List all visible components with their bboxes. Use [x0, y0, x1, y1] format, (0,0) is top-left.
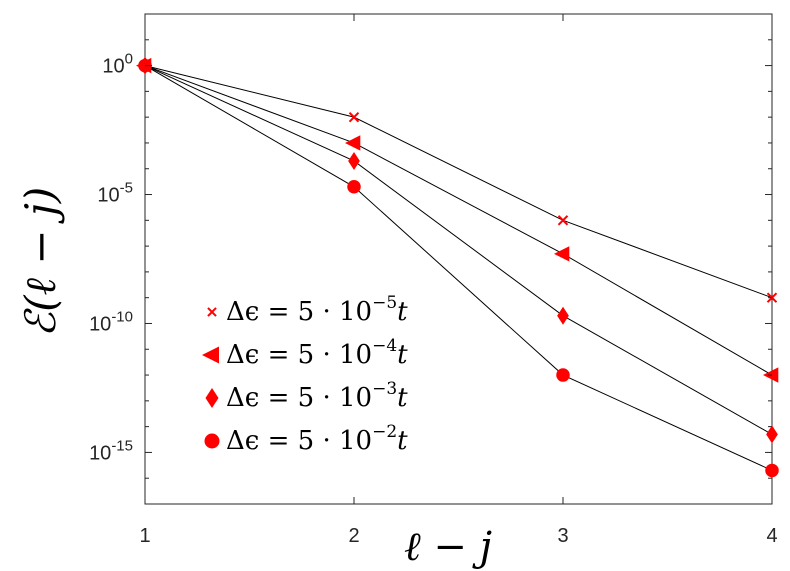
marker-diamond	[557, 306, 569, 325]
marker-diamond	[348, 151, 360, 170]
marker-diamond	[766, 425, 778, 444]
marker-x	[557, 215, 569, 226]
x-tick-label: 1	[139, 525, 150, 547]
series-line-4	[144, 65, 773, 471]
marker-circle	[556, 368, 570, 382]
marker-x-stroke	[348, 111, 360, 123]
series-lines	[144, 65, 773, 471]
series-line-3	[144, 65, 773, 435]
legend-label: Δϵ = 5 · 10−2t	[226, 422, 408, 456]
x-tick-label: 4	[766, 525, 777, 547]
series-line-1	[144, 65, 773, 299]
y-tick-label: 10-15	[89, 437, 133, 464]
y-axis-ticks: 100 10-5 10-10 10-15	[89, 13, 772, 505]
series-line-2	[144, 65, 773, 376]
x-axis-label: ℓ − j	[404, 524, 492, 570]
legend-label: Δϵ = 5 · 10−3t	[226, 379, 408, 413]
legend-label: Δϵ = 5 · 10−4t	[226, 336, 408, 370]
marker-circle	[204, 433, 220, 449]
marker-x	[207, 307, 217, 317]
marker-triangle	[554, 246, 570, 262]
legend-item-4: Δϵ = 5 · 10−2t	[204, 422, 408, 456]
y-tick-label: 10-5	[97, 180, 133, 207]
marker-x-stroke	[557, 215, 569, 226]
x-tick-label: 2	[348, 525, 359, 547]
legend-item-1: Δϵ = 5 · 10−5t	[207, 293, 408, 327]
legend-label: Δϵ = 5 · 10−5t	[226, 293, 408, 327]
y-tick-label: 10-10	[89, 308, 133, 335]
y-axis-label: ℰ(ℓ − j)	[16, 187, 65, 338]
x-tick-label: 3	[557, 525, 568, 547]
marker-x-stroke	[207, 307, 217, 317]
series-markers	[136, 56, 779, 478]
marker-diamond	[205, 388, 219, 408]
marker-circle	[765, 463, 779, 478]
marker-triangle	[345, 135, 361, 151]
marker-circle	[347, 180, 361, 194]
legend-item-3: Δϵ = 5 · 10−3t	[205, 379, 408, 413]
y-tick-label: 100	[102, 51, 133, 78]
x-axis-ticks: 1 2 3 4	[139, 14, 778, 547]
marker-triangle	[202, 346, 219, 364]
legend: Δϵ = 5 · 10−5t Δϵ = 5 · 10−4t Δϵ = 5 · 10−…	[202, 293, 408, 456]
legend-item-2: Δϵ = 5 · 10−4t	[202, 336, 408, 370]
marker-x	[348, 111, 360, 123]
